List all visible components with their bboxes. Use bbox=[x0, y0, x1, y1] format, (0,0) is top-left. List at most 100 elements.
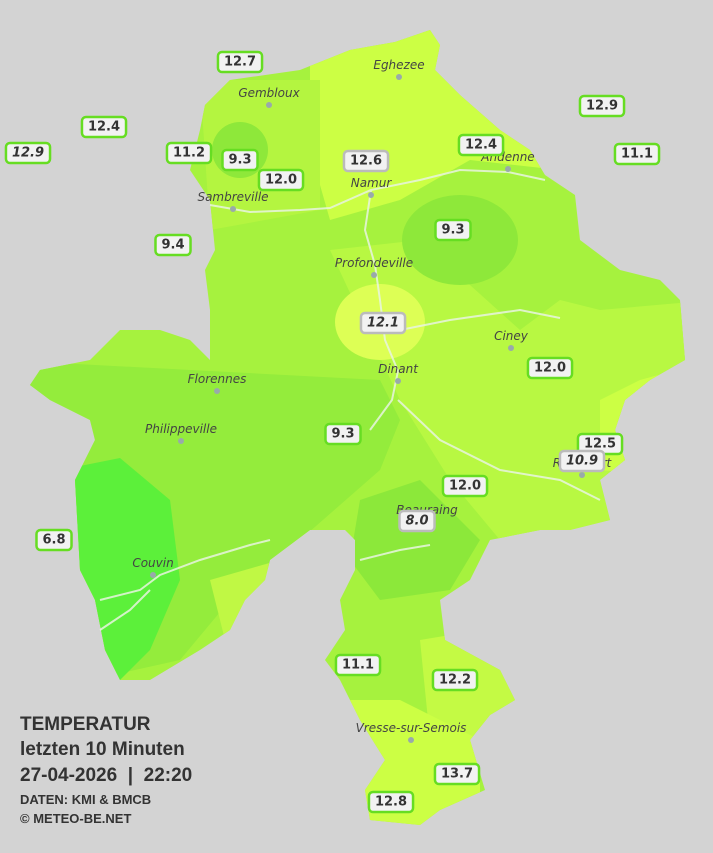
legend-subtitle: letzten 10 Minuten bbox=[20, 739, 185, 760]
stations: 12.7 12.4 12.9 11.2 9.4 6.8 12.9 11.1 9.3 12.0 12.… bbox=[4, 50, 661, 814]
station-value: 11.2 bbox=[173, 146, 205, 161]
city-dot bbox=[230, 206, 236, 212]
legend: TEMPERATUR letzten 10 Minuten 27-04-2026… bbox=[20, 714, 192, 826]
station-box bbox=[434, 218, 472, 242]
station-box bbox=[80, 115, 128, 139]
station-box bbox=[165, 141, 213, 165]
city-label: Couvin bbox=[132, 556, 173, 570]
station: 11.1 bbox=[613, 142, 661, 166]
station-box bbox=[216, 50, 264, 74]
station: 12.6 bbox=[342, 149, 390, 173]
station-box bbox=[441, 474, 489, 498]
city-label: Dinant bbox=[378, 362, 419, 376]
station: 12.2 bbox=[431, 668, 479, 692]
station-value: 9.3 bbox=[441, 223, 464, 238]
city-dot bbox=[214, 388, 220, 394]
station: 9.3 bbox=[324, 422, 362, 446]
station-value: 12.9 bbox=[586, 99, 618, 114]
station-box bbox=[342, 149, 390, 173]
station-box bbox=[324, 422, 362, 446]
city-dot bbox=[178, 438, 184, 444]
station-box bbox=[457, 133, 505, 157]
station: 12.8 bbox=[367, 790, 415, 814]
station-box bbox=[398, 509, 436, 533]
station: 11.1 bbox=[334, 653, 382, 677]
station: 12.4 bbox=[457, 133, 505, 157]
station-value: 12.0 bbox=[449, 479, 481, 494]
station-value: 12.9 bbox=[12, 146, 44, 161]
station-box bbox=[431, 668, 479, 692]
station-box bbox=[558, 449, 606, 473]
station: 8.0 bbox=[398, 509, 436, 533]
station-value: 9.4 bbox=[161, 238, 184, 253]
city-label: Florennes bbox=[188, 372, 247, 386]
station: 12.9 bbox=[578, 94, 626, 118]
station-value: 9.3 bbox=[331, 427, 354, 442]
station-value: 6.8 bbox=[42, 533, 65, 548]
station-box bbox=[334, 653, 382, 677]
station: 12.0 bbox=[441, 474, 489, 498]
station-box bbox=[433, 762, 481, 786]
station-box bbox=[257, 168, 305, 192]
station: 12.0 bbox=[526, 356, 574, 380]
legend-heading: TEMPERATUR bbox=[20, 714, 151, 735]
station: 9.3 bbox=[221, 148, 259, 172]
station-box bbox=[4, 141, 52, 165]
city-dot bbox=[266, 102, 272, 108]
station-value: 12.0 bbox=[265, 173, 297, 188]
station-value: 8.0 bbox=[405, 514, 428, 529]
station-value: 12.8 bbox=[375, 795, 407, 810]
city-dot bbox=[150, 572, 156, 578]
city-dot bbox=[579, 472, 585, 478]
legend-timestamp: 27-04-2026 | 22:20 bbox=[20, 765, 192, 786]
city-dot bbox=[508, 345, 514, 351]
station-value: 12.4 bbox=[88, 120, 120, 135]
station: 12.9 bbox=[4, 141, 52, 165]
city-dot bbox=[408, 737, 414, 743]
city-label: Vresse-sur-Semois bbox=[356, 721, 467, 735]
station-value: 10.9 bbox=[566, 454, 598, 469]
station-box bbox=[526, 356, 574, 380]
rivers bbox=[99, 168, 601, 631]
station-box bbox=[367, 790, 415, 814]
city-label: Profondeville bbox=[335, 256, 413, 270]
city-label: Sambreville bbox=[197, 190, 268, 204]
station-value: 9.3 bbox=[228, 153, 251, 168]
station-box bbox=[613, 142, 661, 166]
city-label: Ciney bbox=[494, 329, 529, 343]
station-value: 12.1 bbox=[367, 316, 399, 331]
city-dot bbox=[368, 192, 374, 198]
city-dot bbox=[371, 272, 377, 278]
station-value: 11.1 bbox=[342, 658, 374, 673]
city-dot bbox=[396, 74, 402, 80]
station-value: 12.2 bbox=[439, 673, 471, 688]
station-value: 12.5 bbox=[584, 437, 616, 452]
city-label: Gembloux bbox=[238, 86, 300, 100]
city-label: Eghezee bbox=[373, 58, 424, 72]
station: 11.2 bbox=[165, 141, 213, 165]
station: 10.9 bbox=[558, 449, 606, 473]
station-value: 12.0 bbox=[534, 361, 566, 376]
station-value: 12.4 bbox=[465, 138, 497, 153]
station: 9.4 bbox=[154, 233, 192, 257]
station-box bbox=[578, 94, 626, 118]
station-box bbox=[35, 528, 73, 552]
station: 12.0 bbox=[257, 168, 305, 192]
station-value: 13.7 bbox=[441, 767, 473, 782]
station: 12.4 bbox=[80, 115, 128, 139]
station-box bbox=[154, 233, 192, 257]
station: 6.8 bbox=[35, 528, 73, 552]
station: 13.7 bbox=[433, 762, 481, 786]
station-box bbox=[359, 311, 407, 335]
city-dot bbox=[395, 378, 401, 384]
station: 12.7 bbox=[216, 50, 264, 74]
legend-copyright: © METEO-BE.NET bbox=[20, 811, 131, 826]
station-value: 12.7 bbox=[224, 55, 256, 70]
station-box bbox=[221, 148, 259, 172]
station-value: 12.6 bbox=[350, 154, 382, 169]
city-dot bbox=[505, 166, 511, 172]
city-label: Philippeville bbox=[145, 422, 217, 436]
city-label: Namur bbox=[351, 176, 393, 190]
legend-source: DATEN: KMI & BMCB bbox=[20, 792, 151, 807]
